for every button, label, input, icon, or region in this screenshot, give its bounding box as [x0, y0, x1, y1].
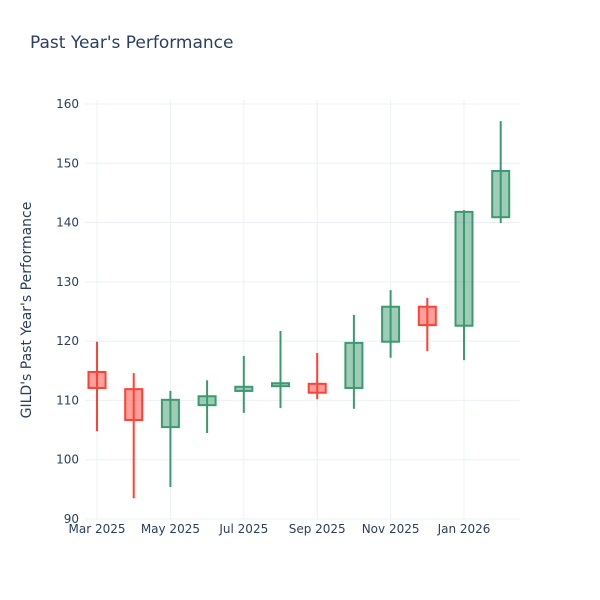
y-tick-label: 140 — [56, 216, 79, 230]
y-tick-label: 110 — [56, 393, 79, 407]
candle-body — [454, 210, 474, 327]
candle-body — [197, 395, 217, 407]
x-tick-label: Sep 2025 — [289, 522, 346, 536]
y-tick-label: 150 — [56, 156, 79, 170]
candle-body — [417, 305, 437, 327]
x-tick-label: Nov 2025 — [362, 522, 420, 536]
y-tick-label: 160 — [56, 97, 79, 111]
candle-body — [160, 398, 180, 429]
y-tick-label: 120 — [56, 334, 79, 348]
x-tick-label: Jan 2026 — [437, 522, 491, 536]
x-tick-label: Mar 2025 — [69, 522, 126, 536]
candle-body — [491, 169, 511, 219]
candle-body — [234, 385, 254, 392]
y-tick-label: 130 — [56, 275, 79, 289]
x-tick-label: May 2025 — [141, 522, 200, 536]
chart-title: Past Year's Performance — [30, 33, 234, 53]
candle-body — [307, 382, 327, 394]
candle-body — [87, 370, 107, 389]
candle-body — [381, 305, 401, 343]
candle-body — [344, 341, 364, 389]
x-tick-label: Jul 2025 — [218, 522, 268, 536]
y-tick-label: 90 — [64, 512, 79, 526]
y-tick-label: 100 — [56, 453, 79, 467]
candle-body — [124, 388, 144, 421]
candle-body — [271, 382, 290, 388]
